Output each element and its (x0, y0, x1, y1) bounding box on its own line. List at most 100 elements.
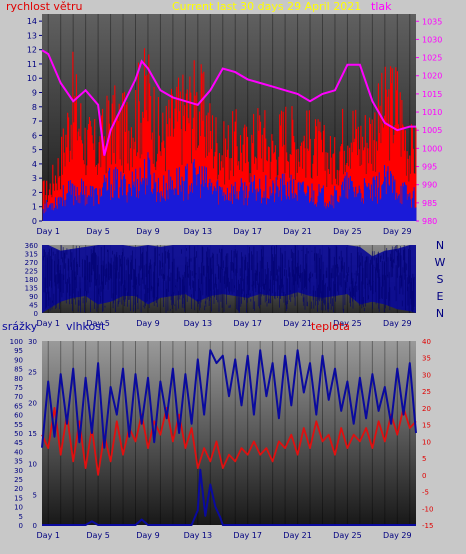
precip-tick-label: 20 (14, 485, 23, 493)
x-tick-label: Day 17 (233, 319, 262, 328)
precip-tick-label: 5 (19, 513, 23, 521)
pressure-tick-label: 1030 (422, 35, 442, 44)
temperature-tick-label: -15 (422, 522, 433, 530)
precip-tick-label: 35 (14, 458, 23, 466)
pressure-tick-label: 1015 (422, 90, 442, 99)
x-tick-label: Day 29 (383, 319, 412, 328)
direction-tick-label: 225 (25, 268, 38, 276)
precip-tick-label: 40 (14, 448, 23, 456)
temperature-tick-label: 30 (422, 371, 431, 379)
direction-tick-label: 0 (34, 310, 38, 318)
wind-tick-label: 1 (32, 203, 37, 212)
direction-tick-label: 90 (29, 293, 38, 301)
humidity-temp-precip-plot-area (42, 341, 416, 525)
humidity-tick-label: 0 (33, 522, 37, 530)
precip-tick-label: 100 (10, 338, 23, 346)
x-tick-label: Day 13 (184, 531, 213, 540)
wind-tick-label: 8 (32, 103, 37, 112)
pressure-tick-label: 1005 (422, 126, 442, 135)
precip-tick-label: 70 (14, 393, 23, 401)
humidity-axis-title: vlhkost (66, 320, 106, 333)
precip-tick-label: 55 (14, 421, 23, 429)
temperature-tick-label: 25 (422, 388, 431, 396)
direction-tick-label: 315 (25, 251, 38, 259)
x-tick-label: Day 9 (136, 319, 159, 328)
compass-label: E (437, 290, 444, 303)
pressure-tick-label: 1025 (422, 54, 442, 63)
wind-tick-label: 6 (32, 131, 37, 140)
x-tick-label: Day 5 (86, 531, 109, 540)
precip-tick-label: 85 (14, 366, 23, 374)
precip-tick-label: 90 (14, 356, 23, 364)
direction-tick-label: 45 (29, 302, 38, 310)
direction-tick-label: 360 (25, 242, 38, 250)
wind-tick-label: 10 (27, 74, 37, 83)
wind-tick-label: 9 (32, 89, 37, 98)
temperature-tick-label: 35 (422, 355, 431, 363)
temperature-tick-label: -10 (422, 505, 433, 513)
temperature-tick-label: 40 (422, 338, 431, 346)
precip-tick-label: 80 (14, 375, 23, 383)
direction-tick-label: 270 (25, 259, 38, 267)
pressure-tick-label: 1010 (422, 108, 442, 117)
temperature-axis-title: teplota (311, 320, 350, 333)
direction-series (42, 245, 415, 313)
wind-tick-label: 14 (27, 17, 37, 26)
x-tick-label: Day 9 (136, 531, 159, 540)
pressure-tick-label: 980 (422, 217, 437, 226)
x-tick-label: Day 13 (184, 319, 213, 328)
precip-tick-label: 95 (14, 347, 23, 355)
temperature-tick-label: 5 (422, 455, 426, 463)
wind-avg-series (42, 152, 417, 221)
compass-label: S (437, 273, 444, 286)
temperature-tick-label: 10 (422, 438, 431, 446)
x-tick-label: Day 17 (233, 531, 262, 540)
humidity-tick-label: 5 (33, 491, 37, 499)
wind-axis-title: rychlost větru (6, 0, 83, 13)
precip-tick-label: 10 (14, 504, 23, 512)
wind-tick-label: 2 (32, 188, 37, 197)
pressure-tick-label: 1000 (422, 144, 442, 153)
precip-tick-label: 30 (14, 467, 23, 475)
x-tick-label: Day 17 (233, 227, 262, 236)
x-tick-label: Day 21 (283, 227, 312, 236)
x-tick-label: Day 1 (37, 319, 60, 328)
temperature-tick-label: 20 (422, 405, 431, 413)
humidity-series (41, 349, 417, 449)
x-tick-label: Day 29 (383, 531, 412, 540)
compass-label: N (436, 307, 444, 320)
pressure-tick-label: 1035 (422, 17, 442, 26)
direction-tick-label: 135 (25, 285, 38, 293)
compass-label: W (435, 256, 446, 269)
pressure-tick-label: 990 (422, 181, 437, 190)
compass-label: N (436, 239, 444, 252)
x-tick-label: Day 13 (184, 227, 213, 236)
x-tick-label: Day 1 (37, 531, 60, 540)
pressure-tick-label: 985 (422, 199, 437, 208)
wind-tick-label: 3 (32, 174, 37, 183)
x-tick-label: Day 21 (283, 319, 312, 328)
precip-tick-label: 75 (14, 384, 23, 392)
precip-tick-label: 60 (14, 412, 23, 420)
precip-tick-label: 50 (14, 430, 23, 438)
wind-tick-label: 13 (27, 31, 37, 40)
wind-tick-label: 4 (32, 160, 37, 169)
temperature-tick-label: -5 (422, 489, 429, 497)
x-tick-label: Day 25 (333, 531, 362, 540)
x-tick-label: Day 5 (86, 227, 109, 236)
x-tick-label: Day 25 (333, 227, 362, 236)
x-tick-label: Day 5 (86, 319, 109, 328)
wind-tick-label: 0 (32, 217, 37, 226)
x-tick-label: Day 9 (136, 227, 159, 236)
precip-axis-title: srážky (2, 320, 38, 333)
wind-tick-label: 5 (32, 146, 37, 155)
humidity-tick-label: 25 (28, 369, 37, 377)
pressure-series (41, 49, 416, 156)
precip-tick-label: 65 (14, 402, 23, 410)
direction-tick-label: 180 (25, 276, 38, 284)
x-tick-label: Day 25 (333, 319, 362, 328)
x-tick-label: Day 29 (383, 227, 412, 236)
x-tick-label: Day 21 (283, 531, 312, 540)
